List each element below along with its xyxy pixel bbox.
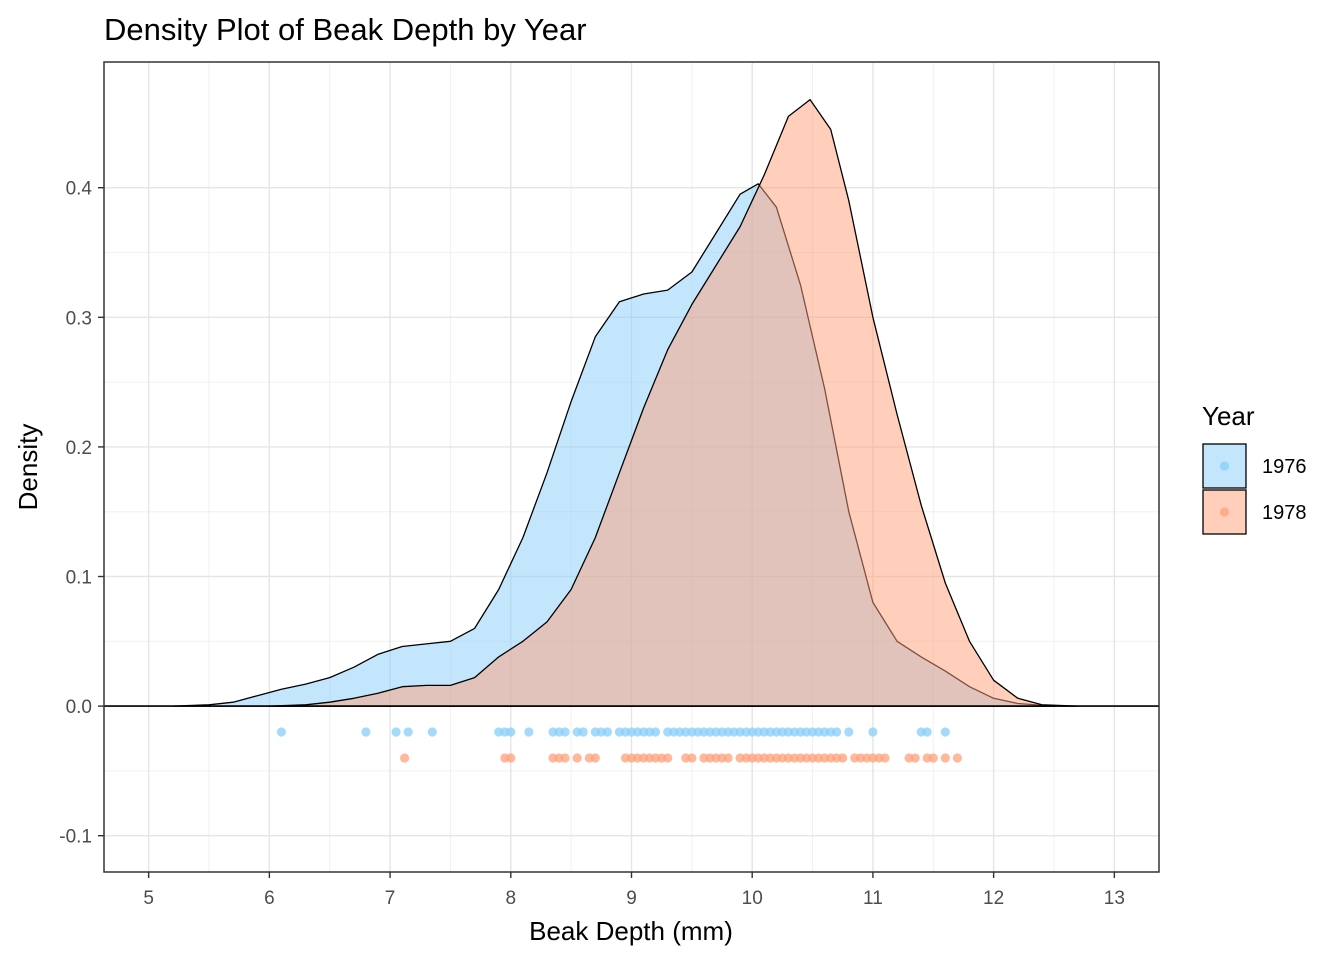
data-point-1976 — [844, 727, 854, 737]
data-point-1976 — [524, 727, 534, 737]
data-point-1978 — [663, 753, 673, 763]
y-tick-label: -0.1 — [59, 827, 92, 848]
y-tick-label: 0.2 — [66, 438, 92, 459]
density-areas — [172, 98, 1079, 707]
density-area-1978 — [268, 98, 1079, 707]
x-tick-label: 7 — [385, 888, 396, 909]
x-tick-label: 13 — [1104, 888, 1125, 909]
legend-point-1976 — [1219, 461, 1230, 471]
x-tick-label: 10 — [742, 888, 763, 909]
x-tick-label: 6 — [264, 888, 275, 909]
legend-title: Year — [1202, 401, 1255, 431]
x-tick-label: 8 — [506, 888, 517, 909]
y-axis-title: Density — [13, 424, 43, 511]
data-point-1978 — [687, 753, 697, 763]
data-point-1978 — [910, 753, 920, 763]
data-point-1978 — [723, 753, 733, 763]
data-point-1976 — [832, 727, 842, 737]
data-point-1976 — [427, 727, 437, 737]
data-point-1976 — [578, 727, 588, 737]
data-point-1976 — [868, 727, 878, 737]
data-point-1978 — [590, 753, 600, 763]
data-point-1978 — [940, 753, 950, 763]
data-point-1978 — [952, 753, 963, 763]
data-point-1976 — [922, 727, 932, 737]
data-point-1976 — [506, 727, 516, 737]
data-point-1976 — [361, 727, 371, 737]
legend-point-1978 — [1219, 507, 1230, 517]
data-point-1978 — [572, 753, 582, 763]
legend: Year 1976 1978 — [1202, 401, 1307, 535]
y-tick-label: 0.0 — [66, 697, 92, 718]
data-point-1976 — [391, 727, 401, 737]
data-point-1976 — [560, 727, 570, 737]
legend-items: 1976 1978 — [1202, 443, 1307, 535]
legend-label-1978: 1978 — [1262, 502, 1307, 524]
data-point-1976 — [602, 727, 613, 737]
data-point-1976 — [403, 727, 413, 737]
data-point-1978 — [506, 753, 516, 763]
data-point-1978 — [880, 753, 890, 763]
plot-panel — [103, 61, 1160, 873]
x-axis-title: Beak Depth (mm) — [529, 916, 733, 946]
y-tick-label: 0.4 — [66, 179, 93, 200]
x-tick-label: 12 — [983, 888, 1004, 909]
x-axis: 5 6 7 8 9 10 11 12 13 — [143, 872, 1125, 909]
x-tick-label: 5 — [143, 888, 154, 909]
data-point-1978 — [400, 753, 410, 763]
chart-title: Density Plot of Beak Depth by Year — [104, 12, 587, 47]
y-tick-label: 0.3 — [66, 308, 92, 329]
y-tick-label: 0.1 — [66, 568, 92, 589]
x-tick-label: 11 — [863, 888, 883, 909]
legend-label-1976: 1976 — [1262, 456, 1307, 478]
data-point-1976 — [276, 727, 286, 737]
y-axis: -0.1 0.0 0.1 0.2 0.3 0.4 — [59, 179, 104, 848]
data-point-1978 — [928, 753, 938, 763]
data-points — [276, 727, 963, 763]
data-point-1978 — [838, 753, 848, 763]
data-point-1976 — [940, 727, 950, 737]
data-point-1978 — [560, 753, 570, 763]
x-tick-label: 9 — [626, 888, 637, 909]
data-point-1976 — [651, 727, 661, 737]
